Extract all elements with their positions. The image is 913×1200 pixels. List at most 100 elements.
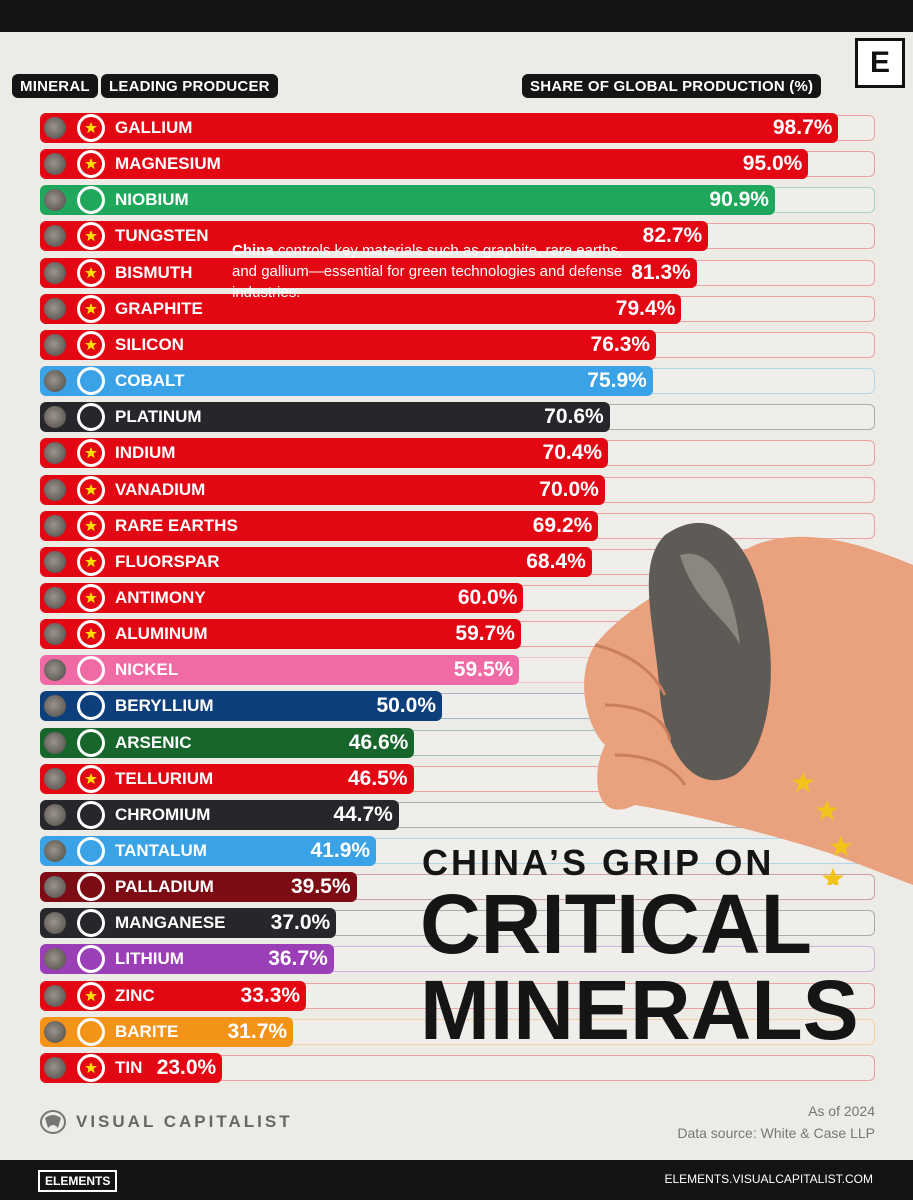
flag-india-icon: [77, 1017, 105, 1046]
value-label: 70.6%: [544, 405, 604, 429]
bar-row: MANGANESE 37.0%: [0, 908, 913, 939]
mineral-label: GRAPHITE: [115, 298, 203, 318]
bar-row: TANTALUM 41.9%: [0, 836, 913, 866]
bar-row: COBALT 75.9%: [0, 366, 913, 397]
hand-holding-rock-illustration: [584, 522, 913, 885]
mineral-label: BARITE: [115, 1021, 179, 1041]
bar: [40, 293, 682, 324]
flag-south-africa-icon: [77, 909, 105, 938]
mineral-label: SILICON: [115, 334, 184, 354]
flag-south-africa-icon: [77, 403, 105, 432]
mineral-sample-icon: [41, 800, 69, 829]
mineral-label: BISMUTH: [115, 262, 193, 282]
flag-china-icon: [77, 439, 105, 468]
bar: [40, 546, 592, 577]
value-label: 44.7%: [333, 802, 393, 826]
mineral-label: VANADIUM: [115, 479, 206, 499]
source-note: As of 2024 Data source: White & Case LLP: [677, 1100, 875, 1144]
mineral-label: GALLIUM: [115, 118, 193, 137]
annotation: China controls key materials such as gra…: [232, 240, 627, 303]
mineral-label: TELLURIUM: [115, 768, 214, 788]
value-label: 23.0%: [156, 1055, 217, 1079]
producer-column-tag: LEADING PRODUCER: [101, 74, 278, 98]
mineral-label: NIOBIUM: [115, 190, 189, 210]
footer-url[interactable]: ELEMENTS.VISUALCAPITALIST.COM: [664, 1172, 874, 1186]
bar-row: SILICON 76.3%: [0, 329, 913, 360]
value-label: 69.2%: [532, 513, 593, 537]
mineral-sample-icon: [41, 728, 69, 757]
star-icon: [792, 772, 814, 793]
brand-name: VISUAL CAPITALIST: [76, 1112, 293, 1131]
bar: [40, 329, 657, 360]
value-label: 46.5%: [347, 766, 408, 790]
mineral-sample-icon: [41, 258, 69, 287]
data-source: Data source: White & Case LLP: [677, 1125, 875, 1141]
visual-capitalist-logo-icon: [40, 1110, 66, 1134]
mineral-label: CHROMIUM: [115, 804, 211, 824]
title-line-2: CRITICAL: [420, 877, 812, 971]
flag-china-icon: [77, 294, 105, 323]
value-label: 70.0%: [539, 477, 599, 501]
bar: [40, 655, 520, 686]
bar: [40, 402, 610, 433]
mineral-label: ANTIMONY: [115, 587, 206, 607]
annotation-bold: China: [232, 242, 274, 259]
bar-row: GRAPHITE 79.4%: [0, 293, 913, 324]
bar-row: LITHIUM 36.7%: [0, 944, 913, 975]
flag-australia-icon: [77, 945, 105, 974]
elements-badge: ELEMENTS: [38, 1170, 118, 1192]
value-label: 82.7%: [642, 224, 703, 248]
mineral-sample-icon: [41, 114, 69, 142]
bar: [40, 438, 609, 469]
value-label: 50.0%: [376, 694, 436, 718]
star-icon: [830, 836, 852, 857]
star-icon: [822, 868, 844, 885]
value-label: 68.4%: [526, 549, 586, 573]
flag-indonesia-icon: [77, 656, 105, 685]
bar: [40, 582, 524, 613]
bar-row: PALLADIUM 39.5%: [0, 872, 913, 903]
mineral-sample-icon: [41, 909, 69, 938]
flag-china-icon: [77, 620, 105, 649]
mineral-label: MANGANESE: [115, 913, 226, 933]
mineral-label: INDIUM: [115, 443, 176, 463]
mineral-sample-icon: [41, 583, 69, 612]
flag-russia-icon: [77, 873, 105, 902]
title-line-1: CHINA’S GRIP ON: [422, 842, 775, 883]
bar: [40, 366, 653, 397]
value-label: 39.5%: [290, 875, 351, 899]
value-label: 76.3%: [590, 332, 651, 356]
bar-row: BISMUTH 81.3%: [0, 257, 913, 288]
value-label: 98.7%: [772, 116, 833, 139]
bar-row: ZINC 33.3%: [0, 980, 913, 1011]
mineral-sample-icon: [41, 1053, 69, 1082]
mineral-sample-icon: [41, 150, 69, 179]
bar: [40, 257, 697, 288]
mineral-sample-icon: [41, 330, 69, 359]
mineral-sample-icon: [41, 764, 69, 793]
mineral-label: ALUMINUM: [115, 624, 208, 644]
bar: [40, 1052, 223, 1083]
value-label: 59.7%: [455, 622, 515, 646]
mineral-sample-icon: [41, 620, 69, 649]
mineral-sample-icon: [41, 656, 69, 685]
value-label: 37.0%: [270, 911, 331, 935]
as-of: As of 2024: [808, 1103, 875, 1119]
title-line-3: MINERALS: [420, 963, 859, 1057]
flag-drc-icon: [77, 367, 105, 396]
value-label: 60.0%: [457, 585, 518, 609]
bar-row: TUNGSTEN 82.7%: [0, 221, 913, 252]
mineral-label: PLATINUM: [115, 407, 202, 427]
flag-china-icon: [77, 475, 105, 504]
value-label: 81.3%: [631, 260, 691, 284]
bar: [40, 113, 839, 143]
mineral-sample-icon: [41, 475, 69, 504]
value-label: 95.0%: [742, 152, 803, 176]
mineral-sample-icon: [41, 945, 69, 974]
flag-drc-icon: [77, 837, 105, 865]
value-label: 70.4%: [542, 441, 603, 465]
mineral-label: TIN: [115, 1057, 143, 1077]
mineral-sample-icon: [41, 222, 69, 251]
top-bar: [0, 0, 913, 32]
mineral-sample-icon: [41, 1017, 69, 1046]
